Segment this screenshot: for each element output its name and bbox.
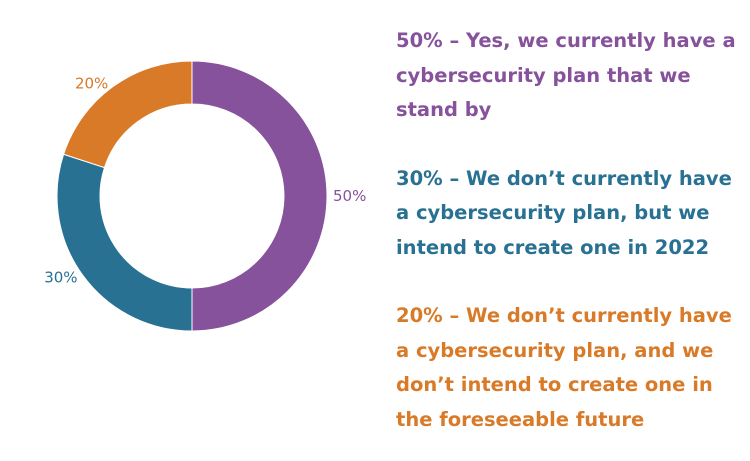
donut-chart: 50% 30% 20% — [44, 60, 366, 332]
legend-item-yes-plan: 50% – Yes, we currently have a cybersecu… — [396, 29, 736, 121]
legend: 50% – Yes, we currently have a cybersecu… — [396, 24, 746, 437]
slice-label-no: 20% — [75, 75, 108, 93]
slice-label-yes: 50% — [333, 187, 366, 205]
legend-item-no-plan: 20% – We don’t currently have a cybersec… — [396, 304, 732, 431]
legend-item-intend-2022: 30% – We don’t currently have a cybersec… — [396, 166, 732, 259]
slice-intend — [56, 153, 193, 332]
slice-no — [62, 60, 193, 169]
donut-chart-area: 50% 30% 20% — [44, 60, 366, 332]
slice-label-intend: 30% — [44, 269, 77, 287]
slice-yes — [191, 60, 328, 332]
